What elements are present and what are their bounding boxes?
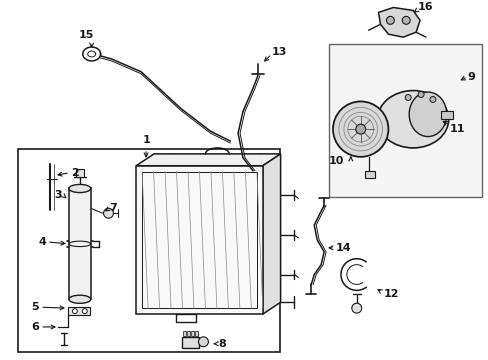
Text: 2: 2 bbox=[71, 168, 79, 178]
Ellipse shape bbox=[69, 295, 90, 303]
Bar bbox=[195, 331, 198, 336]
Text: 3: 3 bbox=[54, 190, 62, 201]
Text: 4: 4 bbox=[38, 237, 46, 247]
Polygon shape bbox=[262, 154, 280, 314]
Bar bbox=[191, 331, 194, 336]
Circle shape bbox=[402, 17, 409, 24]
Ellipse shape bbox=[69, 184, 90, 193]
Text: 10: 10 bbox=[328, 156, 343, 166]
Circle shape bbox=[82, 309, 87, 314]
Bar bbox=[68, 307, 89, 315]
Circle shape bbox=[429, 96, 435, 103]
Ellipse shape bbox=[377, 91, 448, 148]
Bar bbox=[69, 189, 90, 299]
Bar bbox=[440, 111, 452, 119]
Text: 15: 15 bbox=[79, 30, 94, 40]
Ellipse shape bbox=[408, 92, 446, 136]
Bar bbox=[142, 172, 256, 308]
Bar bbox=[187, 331, 190, 336]
Circle shape bbox=[103, 208, 113, 218]
Text: 5: 5 bbox=[32, 302, 39, 312]
Text: 6: 6 bbox=[31, 322, 39, 332]
Text: 9: 9 bbox=[467, 72, 474, 82]
Text: 11: 11 bbox=[449, 124, 464, 134]
Circle shape bbox=[351, 303, 361, 313]
Circle shape bbox=[405, 95, 410, 100]
Circle shape bbox=[198, 337, 208, 347]
Bar bbox=[364, 171, 374, 177]
Bar bbox=[182, 337, 199, 348]
Polygon shape bbox=[378, 8, 419, 37]
Text: 14: 14 bbox=[335, 243, 351, 253]
Text: 7: 7 bbox=[109, 203, 117, 213]
Polygon shape bbox=[136, 166, 262, 314]
Bar bbox=[18, 149, 279, 352]
Bar bbox=[76, 169, 83, 177]
Text: 13: 13 bbox=[271, 47, 286, 57]
Text: 8: 8 bbox=[218, 339, 225, 349]
Circle shape bbox=[355, 124, 365, 134]
Text: 1: 1 bbox=[142, 135, 150, 145]
Bar bbox=[183, 331, 186, 336]
Text: 16: 16 bbox=[417, 3, 433, 13]
Circle shape bbox=[72, 309, 77, 314]
Text: 12: 12 bbox=[383, 289, 398, 299]
Polygon shape bbox=[136, 154, 280, 166]
Circle shape bbox=[332, 102, 387, 157]
Circle shape bbox=[386, 17, 393, 24]
Circle shape bbox=[417, 91, 423, 98]
Bar bbox=[328, 44, 481, 197]
